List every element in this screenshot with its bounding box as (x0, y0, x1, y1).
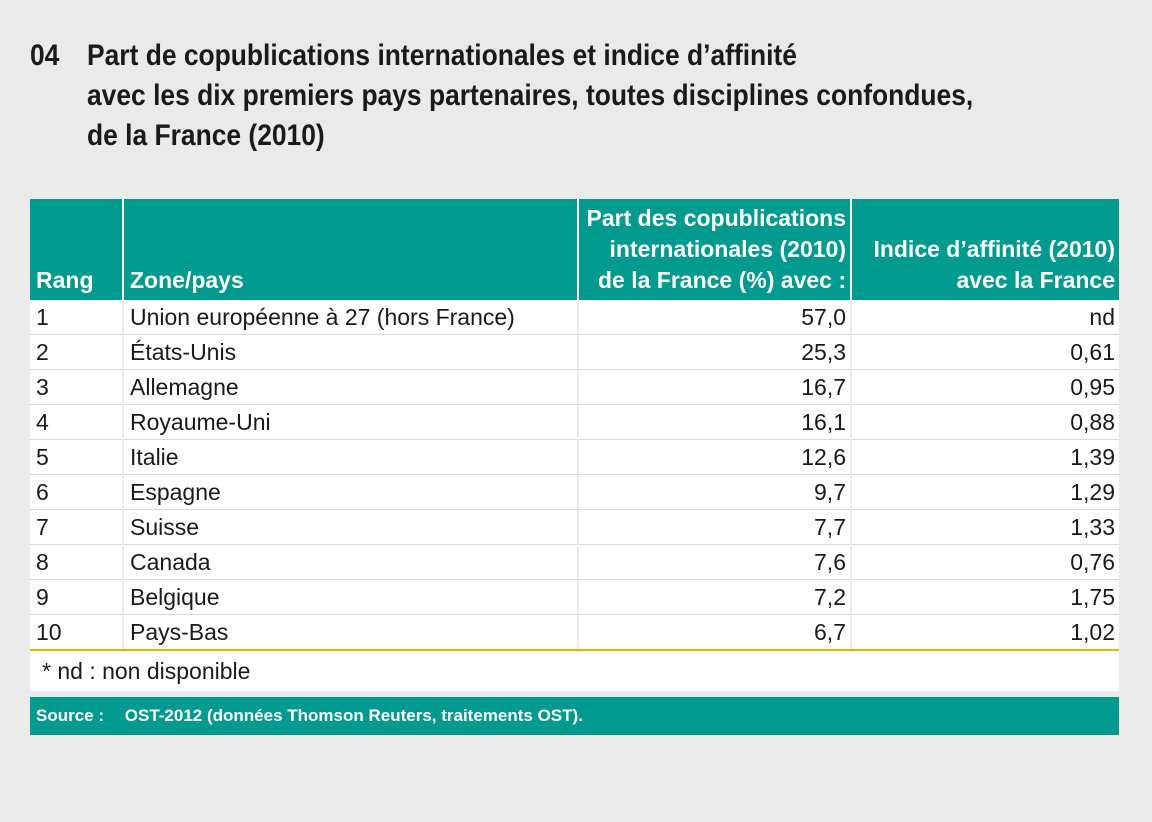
data-table: Rang Zone/pays Part des copublications i… (30, 199, 1119, 651)
cell-part: 7,2 (577, 579, 851, 615)
table-row: 6 Espagne 9,7 1,29 (30, 474, 1119, 510)
header-rang: Rang (30, 199, 123, 300)
cell-indice: 1,29 (850, 474, 1119, 510)
table-row: 9 Belgique 7,2 1,75 (30, 579, 1119, 615)
cell-part: 16,1 (577, 404, 851, 440)
table-row: 4 Royaume-Uni 16,1 0,88 (30, 404, 1119, 440)
cell-part: 25,3 (577, 334, 851, 370)
header-zone: Zone/pays (122, 199, 578, 300)
cell-indice: 1,39 (850, 439, 1119, 475)
table-row: 5 Italie 12,6 1,39 (30, 439, 1119, 475)
cell-rang: 4 (30, 404, 123, 440)
cell-part: 57,0 (577, 300, 851, 335)
cell-zone: Italie (122, 439, 578, 475)
header-part: Part des copublications internationales … (577, 199, 851, 300)
cell-part: 6,7 (577, 614, 851, 651)
cell-zone: Canada (122, 544, 578, 580)
cell-rang: 7 (30, 509, 123, 545)
cell-zone: Allemagne (122, 369, 578, 405)
cell-indice: 0,76 (850, 544, 1119, 580)
page-title: 04 Part de copublications internationale… (30, 36, 1130, 156)
cell-indice: 0,95 (850, 369, 1119, 405)
cell-rang: 2 (30, 334, 123, 370)
cell-rang: 5 (30, 439, 123, 475)
cell-zone: Royaume-Uni (122, 404, 578, 440)
cell-part: 12,6 (577, 439, 851, 475)
cell-zone: Espagne (122, 474, 578, 510)
table-header-row: Rang Zone/pays Part des copublications i… (30, 199, 1119, 300)
footnote: * nd : non disponible (30, 651, 1119, 691)
header-indice: Indice d’affinité (2010) avec la France (850, 199, 1119, 300)
cell-zone: États-Unis (122, 334, 578, 370)
cell-rang: 8 (30, 544, 123, 580)
cell-indice: 0,88 (850, 404, 1119, 440)
cell-indice: 1,75 (850, 579, 1119, 615)
cell-indice: nd (850, 300, 1119, 335)
cell-zone: Suisse (122, 509, 578, 545)
cell-indice: 0,61 (850, 334, 1119, 370)
cell-indice: 1,33 (850, 509, 1119, 545)
cell-rang: 9 (30, 579, 123, 615)
cell-zone: Pays-Bas (122, 614, 578, 651)
cell-part: 16,7 (577, 369, 851, 405)
cell-zone: Belgique (122, 579, 578, 615)
cell-indice: 1,02 (850, 614, 1119, 651)
cell-rang: 1 (30, 300, 123, 335)
source-text: OST-2012 (données Thomson Reuters, trait… (124, 706, 583, 725)
table-row: 10 Pays-Bas 6,7 1,02 (30, 614, 1119, 651)
table-row: 1 Union européenne à 27 (hors France) 57,0… (30, 300, 1119, 335)
title-text: Part de copublications internationales e… (87, 39, 974, 152)
table-row: 7 Suisse 7,7 1,33 (30, 509, 1119, 545)
source-bar: Source : OST-2012 (données Thomson Reute… (30, 697, 1119, 735)
table-body: 1 Union européenne à 27 (hors France) 57,0… (30, 300, 1119, 651)
cell-part: 9,7 (577, 474, 851, 510)
cell-rang: 6 (30, 474, 123, 510)
table-row: 2 États-Unis 25,3 0,61 (30, 334, 1119, 370)
cell-part: 7,6 (577, 544, 851, 580)
table-row: 3 Allemagne 16,7 0,95 (30, 369, 1119, 405)
data-table-container: Rang Zone/pays Part des copublications i… (30, 199, 1119, 735)
cell-part: 7,7 (577, 509, 851, 545)
title-number: 04 (30, 39, 60, 72)
cell-rang: 3 (30, 369, 123, 405)
cell-rang: 10 (30, 614, 123, 651)
table-row: 8 Canada 7,6 0,76 (30, 544, 1119, 580)
cell-zone: Union européenne à 27 (hors France) (122, 300, 578, 335)
source-label: Source : (36, 706, 105, 725)
